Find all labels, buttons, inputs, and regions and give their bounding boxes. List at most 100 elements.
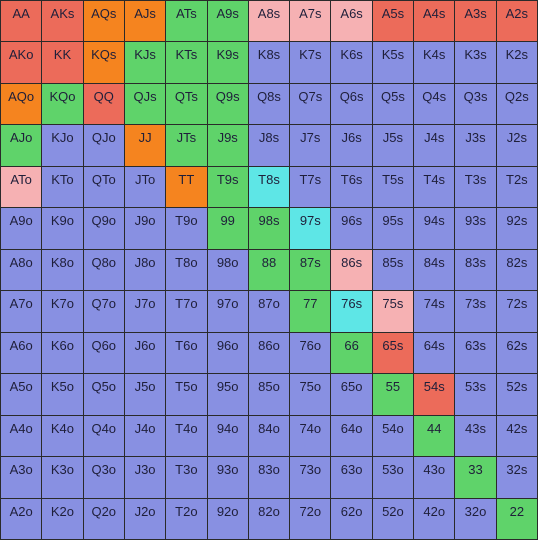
hand-cell[interactable]: 85s (372, 249, 414, 291)
hand-cell[interactable]: 73s (455, 291, 496, 332)
hand-cell[interactable]: 95s (372, 208, 414, 249)
hand-cell[interactable]: T7s (290, 166, 331, 208)
hand-cell[interactable]: A9o (1, 208, 42, 249)
hand-cell[interactable]: 93s (455, 208, 496, 249)
hand-cell[interactable]: 77 (290, 291, 331, 332)
hand-cell[interactable]: JJ (124, 125, 166, 166)
hand-cell[interactable]: T9o (166, 208, 207, 249)
hand-cell[interactable]: 82s (496, 249, 537, 291)
hand-cell[interactable]: 64o (331, 415, 372, 457)
hand-cell[interactable]: ATs (166, 1, 207, 42)
hand-cell[interactable]: T2s (496, 166, 537, 208)
hand-cell[interactable]: KJs (124, 42, 166, 83)
hand-cell[interactable]: 64s (414, 332, 455, 374)
hand-cell[interactable]: Q8o (83, 249, 124, 291)
hand-cell[interactable]: K3s (455, 42, 496, 83)
hand-cell[interactable]: KQo (42, 83, 83, 125)
hand-cell[interactable]: 87s (290, 249, 331, 291)
hand-cell[interactable]: 76o (290, 332, 331, 374)
hand-cell[interactable]: 72s (496, 291, 537, 332)
hand-cell[interactable]: J9s (207, 125, 248, 166)
hand-cell[interactable]: ATo (1, 166, 42, 208)
hand-cell[interactable]: A3s (455, 1, 496, 42)
hand-cell[interactable]: K5s (372, 42, 414, 83)
hand-cell[interactable]: 55 (372, 374, 414, 415)
hand-cell[interactable]: A2o (1, 498, 42, 539)
hand-cell[interactable]: 22 (496, 498, 537, 539)
hand-cell[interactable]: 87o (248, 291, 290, 332)
hand-cell[interactable]: Q2o (83, 498, 124, 539)
hand-cell[interactable]: 33 (455, 457, 496, 498)
hand-cell[interactable]: 76s (331, 291, 372, 332)
hand-cell[interactable]: 92o (207, 498, 248, 539)
hand-cell[interactable]: J7o (124, 291, 166, 332)
hand-cell[interactable]: 98s (248, 208, 290, 249)
hand-cell[interactable]: 62o (331, 498, 372, 539)
hand-cell[interactable]: 54s (414, 374, 455, 415)
hand-cell[interactable]: K9o (42, 208, 83, 249)
hand-cell[interactable]: 94o (207, 415, 248, 457)
hand-cell[interactable]: AKo (1, 42, 42, 83)
hand-cell[interactable]: T5s (372, 166, 414, 208)
hand-cell[interactable]: T8o (166, 249, 207, 291)
hand-cell[interactable]: 32s (496, 457, 537, 498)
hand-cell[interactable]: 98o (207, 249, 248, 291)
hand-cell[interactable]: AKs (42, 1, 83, 42)
hand-cell[interactable]: KK (42, 42, 83, 83)
hand-cell[interactable]: Q3o (83, 457, 124, 498)
hand-cell[interactable]: 44 (414, 415, 455, 457)
hand-cell[interactable]: AA (1, 1, 42, 42)
hand-cell[interactable]: K4s (414, 42, 455, 83)
hand-cell[interactable]: 74o (290, 415, 331, 457)
hand-cell[interactable]: AQo (1, 83, 42, 125)
hand-cell[interactable]: J9o (124, 208, 166, 249)
hand-cell[interactable]: 88 (248, 249, 290, 291)
hand-cell[interactable]: 53o (372, 457, 414, 498)
hand-cell[interactable]: AJo (1, 125, 42, 166)
hand-cell[interactable]: T3o (166, 457, 207, 498)
hand-cell[interactable]: 66 (331, 332, 372, 374)
hand-cell[interactable]: Q4s (414, 83, 455, 125)
hand-cell[interactable]: QTs (166, 83, 207, 125)
hand-cell[interactable]: K9s (207, 42, 248, 83)
hand-cell[interactable]: JTo (124, 166, 166, 208)
hand-cell[interactable]: J8o (124, 249, 166, 291)
hand-cell[interactable]: K4o (42, 415, 83, 457)
hand-cell[interactable]: 75o (290, 374, 331, 415)
hand-cell[interactable]: 99 (207, 208, 248, 249)
hand-cell[interactable]: 86s (331, 249, 372, 291)
hand-cell[interactable]: AJs (124, 1, 166, 42)
hand-cell[interactable]: Q5s (372, 83, 414, 125)
hand-cell[interactable]: Q6o (83, 332, 124, 374)
hand-cell[interactable]: 73o (290, 457, 331, 498)
hand-cell[interactable]: J3s (455, 125, 496, 166)
hand-cell[interactable]: 42o (414, 498, 455, 539)
hand-cell[interactable]: Q7o (83, 291, 124, 332)
hand-cell[interactable]: A8s (248, 1, 290, 42)
hand-cell[interactable]: J2s (496, 125, 537, 166)
hand-cell[interactable]: KJo (42, 125, 83, 166)
hand-cell[interactable]: A3o (1, 457, 42, 498)
hand-cell[interactable]: A9s (207, 1, 248, 42)
hand-cell[interactable]: A5o (1, 374, 42, 415)
hand-cell[interactable]: Q5o (83, 374, 124, 415)
hand-cell[interactable]: K7o (42, 291, 83, 332)
hand-cell[interactable]: 43s (455, 415, 496, 457)
hand-cell[interactable]: 93o (207, 457, 248, 498)
hand-cell[interactable]: 83s (455, 249, 496, 291)
hand-cell[interactable]: T3s (455, 166, 496, 208)
hand-cell[interactable]: 97o (207, 291, 248, 332)
hand-cell[interactable]: QJo (83, 125, 124, 166)
hand-cell[interactable]: J5o (124, 374, 166, 415)
hand-cell[interactable]: T6o (166, 332, 207, 374)
hand-cell[interactable]: Q9o (83, 208, 124, 249)
hand-cell[interactable]: QQ (83, 83, 124, 125)
hand-cell[interactable]: 84s (414, 249, 455, 291)
hand-cell[interactable]: KTo (42, 166, 83, 208)
hand-cell[interactable]: K3o (42, 457, 83, 498)
hand-cell[interactable]: T9s (207, 166, 248, 208)
hand-cell[interactable]: K6s (331, 42, 372, 83)
hand-cell[interactable]: 96o (207, 332, 248, 374)
hand-cell[interactable]: 94s (414, 208, 455, 249)
hand-cell[interactable]: K8s (248, 42, 290, 83)
